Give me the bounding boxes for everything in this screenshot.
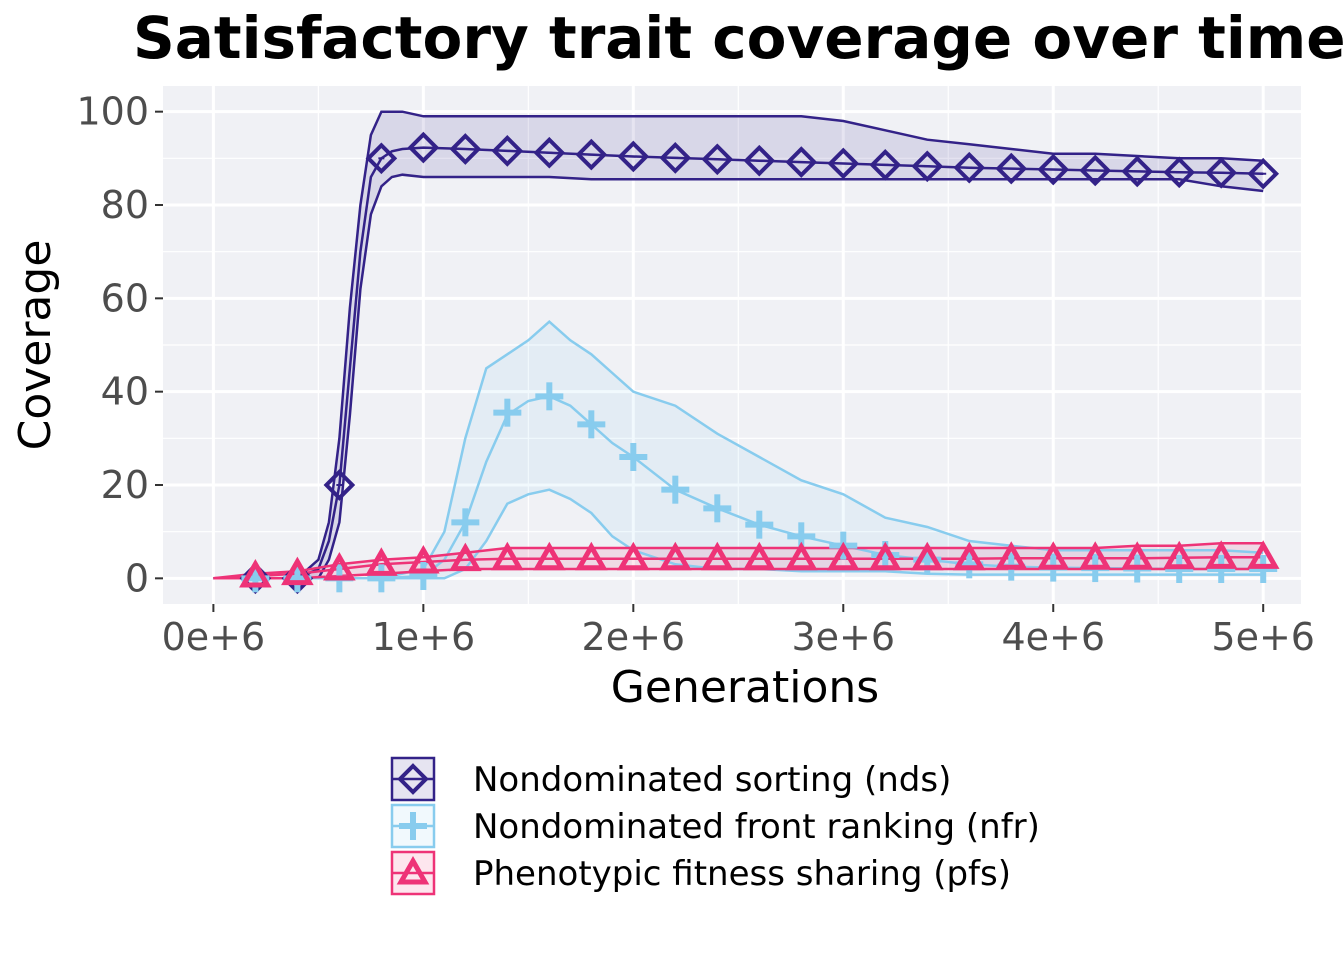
confidence-band-1 <box>213 321 1264 579</box>
diamond-marker <box>785 146 818 178</box>
triangle-marker <box>1078 541 1112 570</box>
triangle-marker <box>323 551 356 581</box>
diamond-marker <box>995 152 1028 185</box>
triangle-marker <box>700 541 734 571</box>
diamond-marker <box>911 150 944 183</box>
y-tick-label: 100 <box>76 90 149 134</box>
triangle-marker <box>1162 540 1196 570</box>
triangle-marker <box>1204 540 1238 569</box>
diamond-marker <box>659 142 692 174</box>
upper-bound-line <box>213 110 1264 580</box>
legend-label: Phenotypic fitness sharing (pfs) <box>473 854 1011 894</box>
triangle-marker <box>659 541 692 571</box>
y-tick-label: 20 <box>101 463 149 507</box>
chart-title: Satisfactory trait coverage over time <box>133 4 1344 72</box>
diamond-marker <box>953 151 986 184</box>
triangle-marker <box>449 542 482 572</box>
diamond-marker <box>701 143 734 176</box>
x-tick-label: 4e+6 <box>1001 615 1105 659</box>
x-tick-label: 2e+6 <box>582 615 686 659</box>
triangle-marker <box>617 541 650 571</box>
x-tick-label: 0e+6 <box>162 615 266 659</box>
x-tick-label: 5e+6 <box>1211 615 1315 659</box>
triangle-marker <box>1246 540 1280 569</box>
upper-bound-line <box>213 542 1264 580</box>
legend: Nondominated sorting (nds) Nondominated f… <box>390 756 1040 896</box>
diamond-marker <box>827 147 860 180</box>
y-tick-label: 40 <box>101 370 149 414</box>
x-tick-label: 3e+6 <box>791 615 895 659</box>
diamond-marker <box>1247 157 1280 190</box>
triangle-marker <box>910 541 944 571</box>
diamond-marker <box>1037 153 1070 186</box>
triangle-marker <box>1120 541 1154 570</box>
triangle-marker <box>1036 541 1070 570</box>
legend-label: Nondominated front ranking (nfr) <box>473 807 1040 847</box>
triangle-marker <box>868 541 902 571</box>
triangle-marker <box>533 541 566 571</box>
lower-bound-line <box>213 173 1264 580</box>
triangle-marker <box>994 541 1028 570</box>
lower-bound-line <box>213 488 1264 580</box>
triangle-marker <box>365 547 398 576</box>
y-axis-ticks: 0 20 40 60 80 100 <box>76 90 163 600</box>
diamond-marker <box>323 469 356 501</box>
y-axis-title: Coverage <box>10 240 61 451</box>
diamond-marker <box>365 142 398 175</box>
diamond-marker <box>1205 156 1238 189</box>
triangle-marker <box>575 541 608 571</box>
diamond-marker <box>617 140 650 173</box>
y-tick-label: 0 <box>125 556 149 600</box>
diamond-marker <box>397 763 429 795</box>
diamond-marker <box>1163 156 1196 189</box>
x-axis-ticks: 0e+6 1e+6 2e+6 3e+6 4e+6 5e+6 <box>162 604 1315 659</box>
y-tick-label: 60 <box>101 276 149 320</box>
triangle-marker <box>407 544 440 574</box>
diamond-marker <box>407 131 440 164</box>
diamond-marker <box>743 144 776 177</box>
diamond-marker <box>533 136 566 169</box>
upper-bound-line <box>213 320 1264 580</box>
diamond-marker <box>575 138 608 171</box>
diamond-marker <box>869 149 902 181</box>
series-markers <box>239 131 1280 595</box>
diamond-marker <box>449 133 482 165</box>
diamond-marker <box>491 135 524 167</box>
triangle-marker <box>239 558 272 588</box>
x-axis-title: Generations <box>611 662 879 713</box>
triangle-marker <box>742 541 776 571</box>
triangle-marker <box>784 541 818 571</box>
triangle-marker <box>826 541 860 571</box>
x-tick-label: 1e+6 <box>372 615 476 659</box>
legend-label: Nondominated sorting (nds) <box>473 760 951 800</box>
diamond-marker <box>1079 154 1112 187</box>
triangle-marker <box>491 541 524 571</box>
triangle-marker <box>952 541 986 571</box>
triangle-marker <box>396 855 430 885</box>
y-tick-label: 80 <box>101 183 149 227</box>
diamond-marker <box>1121 155 1154 188</box>
triangle-marker <box>281 556 314 586</box>
